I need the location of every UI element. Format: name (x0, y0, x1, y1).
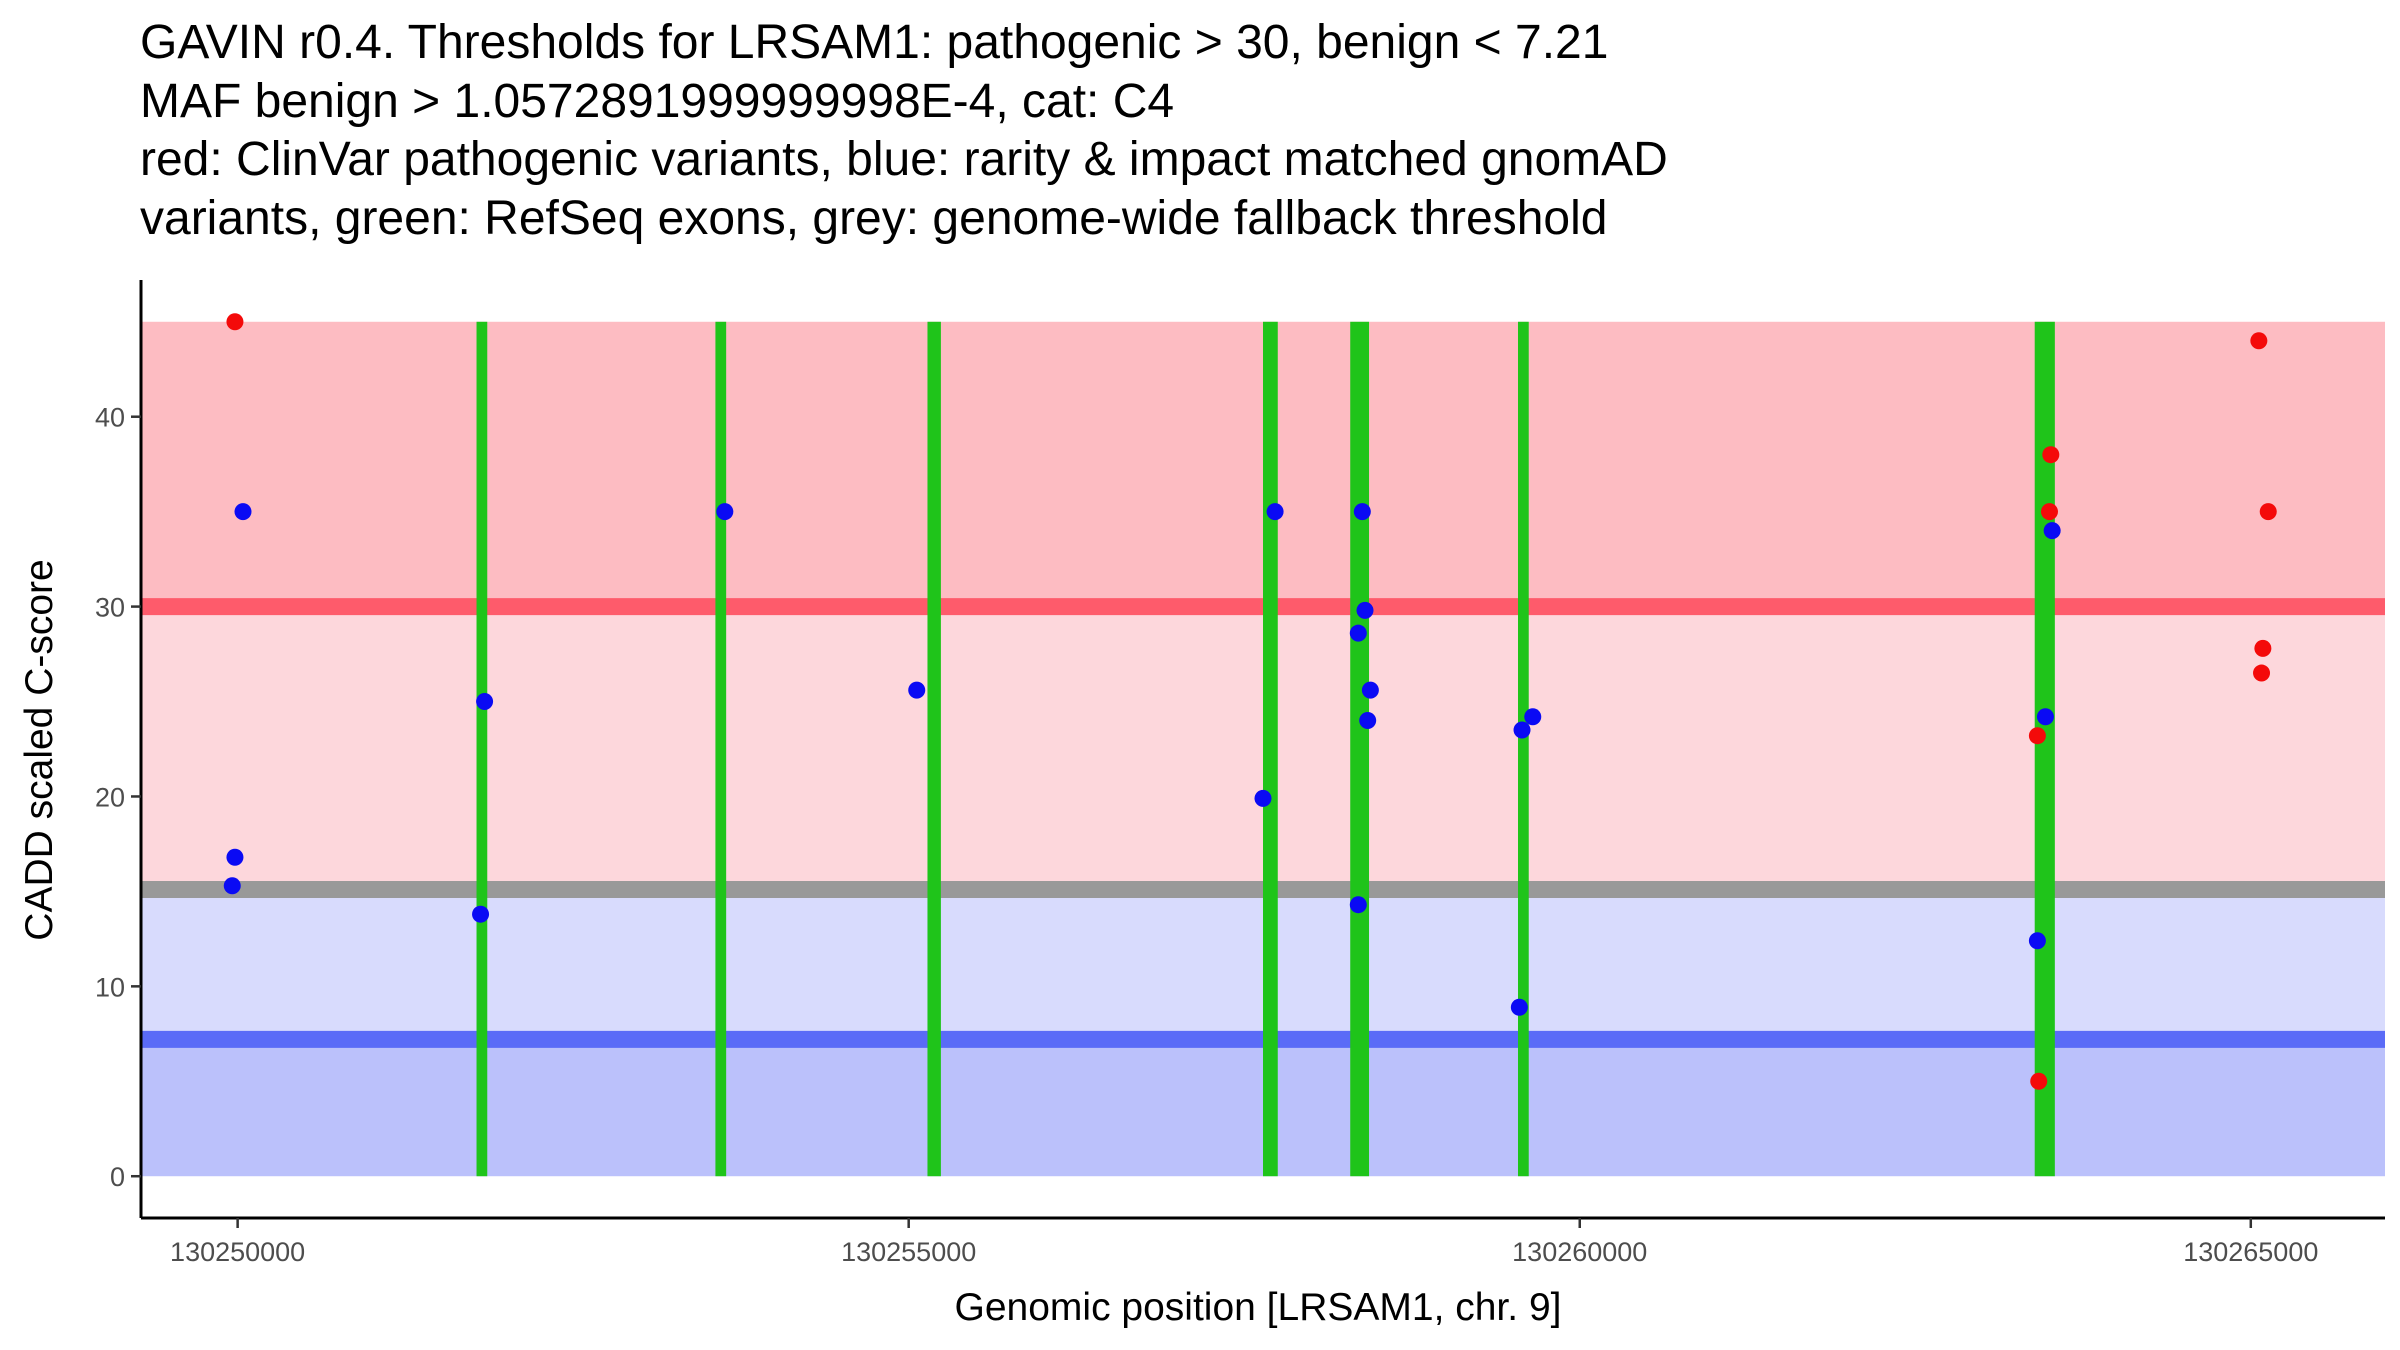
gnomad-point (1349, 896, 1367, 914)
y-tick-label: 30 (95, 593, 125, 623)
gnomad-point (1510, 998, 1528, 1016)
gnomad-point (226, 848, 244, 866)
exon-bar-3 (927, 321, 941, 1177)
gnomad-point (472, 905, 490, 923)
title-line-3: red: ClinVar pathogenic variants, blue: … (140, 133, 1668, 186)
title-line-2: MAF benign > 1.0572891999999998E-4, cat:… (140, 74, 1175, 128)
exon-bar-5 (1350, 321, 1370, 1177)
exon-bar-6 (1518, 321, 1529, 1177)
y-axis-title: CADD scaled C-score (18, 559, 61, 940)
y-tick-label: 20 (95, 782, 125, 812)
gnomad-point (223, 877, 241, 895)
gnomad-point (2028, 932, 2046, 950)
clinvar-point (2042, 446, 2060, 464)
gnomad-point (908, 681, 926, 699)
gnomad-point (476, 693, 494, 711)
axes: 0 10 20 30 40 130250000 130255000 130260000 1302… (95, 280, 2385, 1267)
gnomad-point (1353, 503, 1371, 521)
gnomad-point (1349, 624, 1367, 642)
clinvar-point (2259, 503, 2277, 521)
gnomad-point (2036, 708, 2054, 726)
clinvar-point (2250, 332, 2268, 350)
clinvar-point (2028, 727, 2046, 745)
clinvar-point (2254, 639, 2272, 657)
gnomad-point (234, 503, 252, 521)
y-tick-label: 10 (95, 972, 125, 1002)
exon-bar-1 (476, 321, 488, 1177)
y-tick-label: 0 (110, 1162, 125, 1192)
gnomad-point (2043, 522, 2061, 540)
chart-title: GAVIN r0.4. Thresholds for LRSAM1: patho… (140, 14, 2380, 248)
x-tick-label: 130250000 (170, 1237, 305, 1267)
gnomad-point (1361, 681, 1379, 699)
y-tick-label: 40 (95, 403, 125, 433)
clinvar-point (2040, 503, 2058, 521)
gnomad-point (716, 503, 734, 521)
gnomad-point (1513, 721, 1531, 739)
gnomad-point (1266, 503, 1284, 521)
title-line-1: GAVIN r0.4. Thresholds for LRSAM1: patho… (140, 16, 1609, 69)
x-axis-title: Genomic position [LRSAM1, chr. 9] (955, 1286, 1562, 1329)
x-tick-label: 130255000 (841, 1237, 976, 1267)
gnomad-point (1524, 708, 1542, 726)
variant-points (223, 313, 2277, 1090)
exon-bars (476, 321, 2055, 1177)
x-tick-label: 130260000 (1512, 1237, 1647, 1267)
exon-bar-4 (1263, 321, 1278, 1177)
exon-bar-2 (715, 321, 727, 1177)
x-tick-label: 130265000 (2183, 1237, 2318, 1267)
gnomad-point (1359, 712, 1377, 730)
clinvar-point (2030, 1072, 2048, 1090)
clinvar-point (2253, 664, 2271, 682)
title-line-4: variants, green: RefSeq exons, grey: gen… (140, 191, 1608, 245)
gnomad-point (1254, 789, 1272, 807)
gnomad-point (1356, 601, 1374, 619)
clinvar-point (226, 313, 244, 331)
